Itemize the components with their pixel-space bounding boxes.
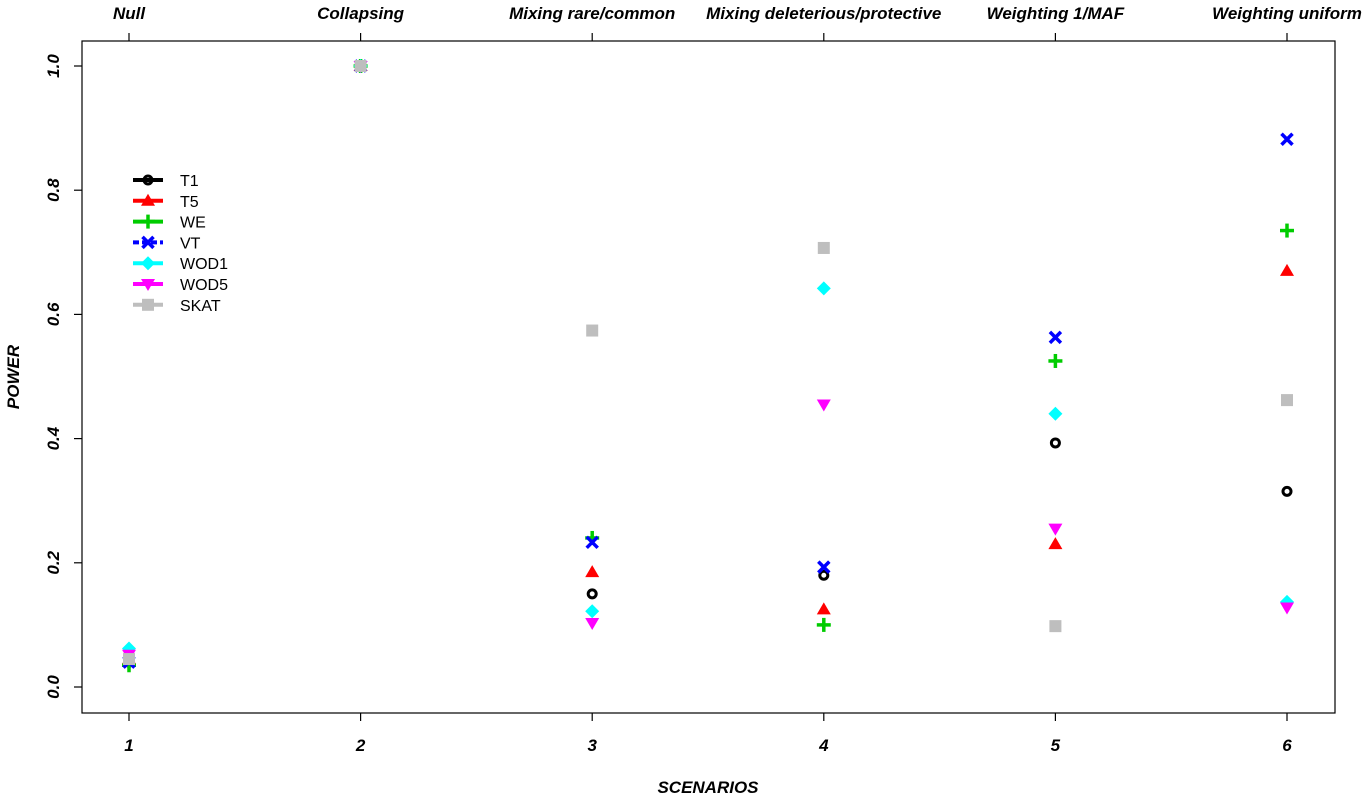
point-skat: [123, 653, 135, 666]
point-t5: [816, 602, 831, 615]
point-wod5: [816, 399, 831, 412]
bottom-axis: 1 2 3 4 5 6: [124, 713, 1292, 755]
legend-marker-skat: [142, 298, 154, 311]
legend-item-vt: VT: [133, 235, 201, 252]
point-t1: [586, 588, 598, 600]
legend: T1 T5 WE VT WOD1 WOD5 SKAT: [133, 173, 228, 315]
legend-label: VT: [180, 235, 201, 252]
legend-marker-wod1: [141, 256, 155, 271]
point-skat: [1049, 620, 1062, 633]
top-axis: Null Collapsing Mixing rare/common Mixing d…: [113, 4, 1362, 41]
legend-item-skat: SKAT: [133, 298, 221, 315]
legend-item-t1: T1: [133, 173, 199, 190]
point-wod1: [585, 604, 600, 619]
point-t5: [1048, 537, 1063, 550]
y-tick-label: 0.6: [44, 302, 63, 326]
top-scenario-label: Weighting 1/MAF: [987, 4, 1125, 23]
legend-item-wod1: WOD1: [133, 256, 228, 273]
legend-label: T1: [180, 173, 199, 190]
point-wod1: [816, 281, 831, 296]
legend-label: T5: [180, 194, 199, 211]
x-tick-label: 6: [1282, 736, 1292, 755]
top-scenario-label: Collapsing: [317, 4, 405, 23]
point-vt: [1280, 132, 1294, 147]
y-axis-title: POWER: [4, 344, 23, 409]
legend-label: WOD5: [180, 277, 228, 294]
legend-marker-t5: [141, 193, 155, 206]
legend-label: SKAT: [180, 298, 221, 315]
top-scenario-label: Weighting uniform: [1212, 4, 1362, 23]
point-wod1: [1048, 406, 1063, 421]
x-axis-title: SCENARIOS: [657, 778, 759, 797]
left-axis: 0.0 0.2 0.4 0.6 0.8 1.0: [44, 54, 82, 699]
top-scenario-label: Mixing deleterious/protective: [706, 4, 941, 23]
legend-item-wod5: WOD5: [133, 277, 228, 294]
point-t1: [1049, 437, 1061, 449]
point-we: [1280, 223, 1294, 238]
point-vt: [1048, 330, 1063, 345]
y-tick-label: 0.8: [44, 178, 63, 202]
legend-label: WOD1: [180, 256, 228, 273]
x-tick-label: 3: [587, 736, 597, 755]
point-we: [1048, 353, 1063, 368]
point-skat: [1281, 394, 1293, 407]
legend-marker-vt: [141, 235, 155, 250]
y-tick-label: 0.0: [44, 675, 63, 699]
y-tick-label: 1.0: [44, 54, 63, 78]
point-wod5: [585, 618, 600, 631]
plot-frame: [81, 40, 1336, 714]
point-skat: [354, 60, 367, 72]
x-tick-label: 4: [818, 736, 829, 755]
legend-item-t5: T5: [133, 193, 199, 211]
x-tick-label: 5: [1051, 736, 1061, 755]
legend-marker-wod5: [141, 279, 155, 291]
legend-item-we: WE: [133, 214, 206, 232]
y-tick-label: 0.4: [44, 426, 63, 450]
legend-marker-we: [141, 214, 155, 229]
x-tick-label: 2: [355, 736, 366, 755]
point-skat: [817, 241, 830, 254]
legend-label: WE: [180, 215, 206, 232]
point-vt: [585, 535, 599, 550]
point-t5: [1280, 263, 1294, 276]
point-t1: [818, 569, 830, 581]
point-skat: [586, 324, 599, 337]
point-vt: [817, 560, 831, 574]
y-tick-label: 0.2: [44, 550, 63, 574]
point-t5: [585, 565, 600, 578]
point-wod5: [1048, 523, 1063, 536]
top-scenario-label: Mixing rare/common: [509, 4, 675, 23]
x-tick-label: 1: [124, 736, 133, 755]
top-scenario-label: Null: [113, 4, 146, 23]
data-points: [122, 59, 1294, 673]
legend-marker-t1: [142, 174, 154, 186]
point-we: [816, 617, 831, 632]
point-t1: [1281, 485, 1293, 497]
point-wod5: [1280, 602, 1294, 615]
